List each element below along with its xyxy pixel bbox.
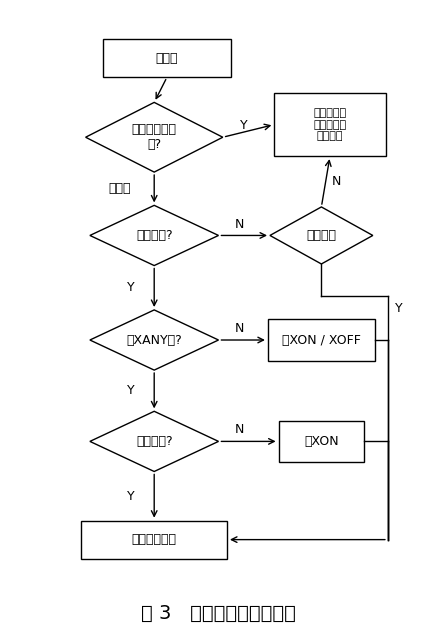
Text: 清除位处理
位并置发送
结束标志: 清除位处理 位并置发送 结束标志	[313, 108, 347, 141]
Text: Y: Y	[127, 384, 135, 397]
Text: Y: Y	[127, 281, 135, 294]
FancyBboxPatch shape	[274, 93, 386, 156]
Text: N: N	[235, 322, 245, 335]
Polygon shape	[270, 207, 373, 264]
Text: 取数据并发送: 取数据并发送	[132, 533, 177, 546]
Text: Y: Y	[395, 302, 402, 315]
Text: N: N	[235, 218, 245, 230]
Text: 有数据吗?: 有数据吗?	[136, 435, 173, 448]
Text: 发XON / XOFF: 发XON / XOFF	[282, 333, 361, 347]
Text: 是XANY吗?: 是XANY吗?	[126, 333, 182, 347]
Text: N: N	[332, 175, 341, 188]
Text: 禁发且无请求
吗?: 禁发且无请求 吗?	[132, 123, 177, 152]
Text: 发数据: 发数据	[156, 51, 178, 65]
FancyBboxPatch shape	[103, 39, 231, 77]
Text: 有无数据: 有无数据	[306, 229, 336, 242]
Polygon shape	[90, 310, 218, 370]
Polygon shape	[90, 205, 218, 266]
FancyBboxPatch shape	[81, 521, 227, 559]
Text: 不禁发: 不禁发	[109, 182, 131, 195]
Text: 发XON: 发XON	[304, 435, 339, 448]
Polygon shape	[86, 102, 223, 172]
Text: 有请求吗?: 有请求吗?	[136, 229, 173, 242]
Text: 图 3   发数据的程序流程图: 图 3 发数据的程序流程图	[141, 604, 296, 623]
FancyBboxPatch shape	[278, 421, 364, 462]
FancyBboxPatch shape	[268, 320, 375, 361]
Polygon shape	[90, 412, 218, 471]
Text: Y: Y	[240, 119, 248, 132]
Text: N: N	[235, 424, 245, 437]
Text: Y: Y	[127, 490, 135, 503]
